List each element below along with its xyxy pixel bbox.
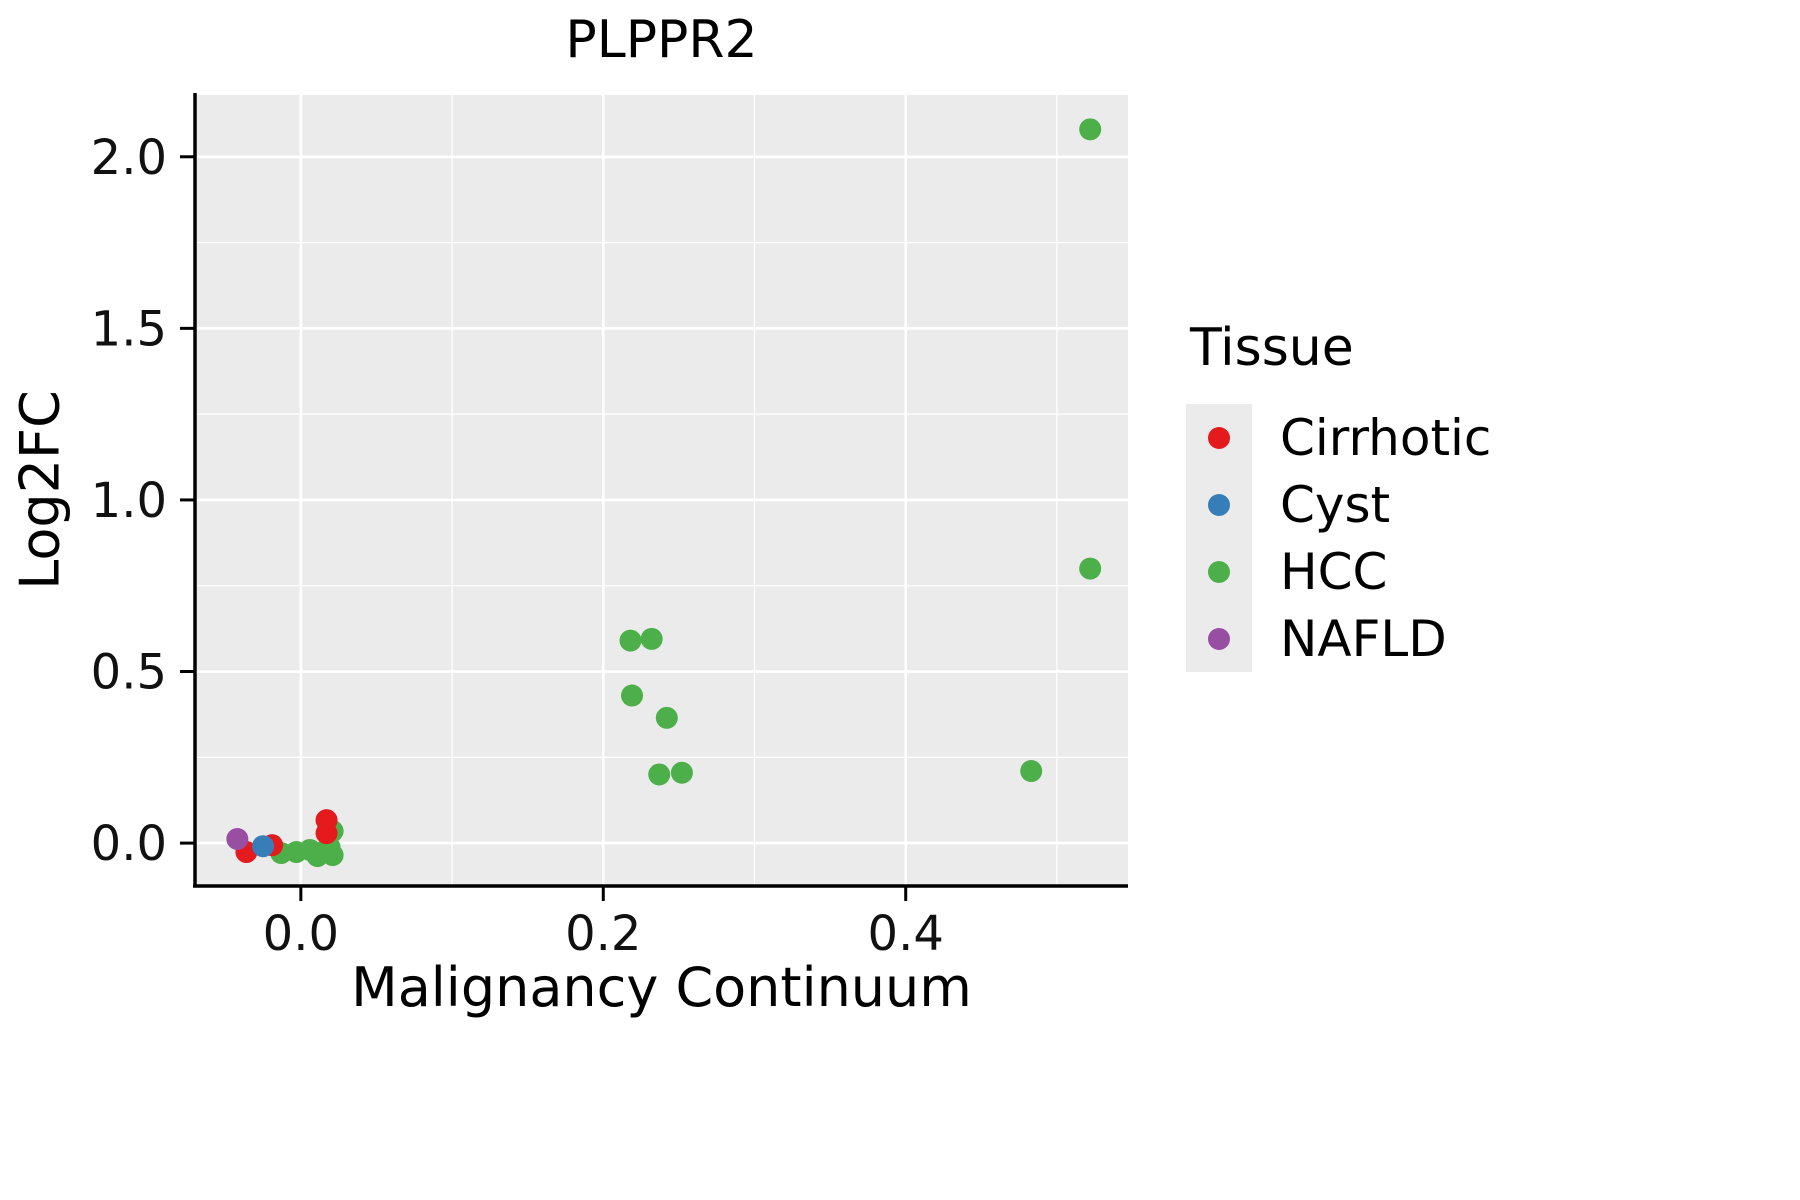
x-tick-label: 0.2 <box>565 906 641 962</box>
legend-dot-nafld-icon <box>1208 627 1230 650</box>
data-point-cirrhotic <box>315 822 338 845</box>
data-point-hcc <box>1020 760 1043 783</box>
data-point-hcc <box>1079 118 1102 141</box>
x-axis-label: Malignancy Continuum <box>351 956 972 1019</box>
data-point-hcc <box>670 761 693 784</box>
legend-item-cyst: Cyst <box>1186 471 1491 538</box>
chart-title: PLPPR2 <box>565 10 758 70</box>
y-axis-label: Log2FC <box>8 390 72 590</box>
legend-dot-cirrhotic-icon <box>1208 426 1230 449</box>
legend-item-nafld: NAFLD <box>1186 605 1491 672</box>
data-point-hcc <box>1079 557 1102 580</box>
y-tick-label: 0.0 <box>91 816 167 872</box>
data-point-hcc <box>619 629 642 652</box>
y-tick-label: 0.5 <box>91 645 167 701</box>
data-point-hcc <box>621 684 644 707</box>
legend-items: Cirrhotic Cyst HCC NAFLD <box>1186 404 1491 672</box>
legend-key <box>1186 538 1252 605</box>
y-tick-label: 1.0 <box>91 473 167 529</box>
legend-title: Tissue <box>1190 318 1354 378</box>
plot-panel <box>195 95 1128 886</box>
legend: Tissue Cirrhotic Cyst HCC <box>1186 318 1491 672</box>
data-point-hcc <box>648 763 671 786</box>
legend-key <box>1186 605 1252 672</box>
data-point-nafld <box>226 827 249 850</box>
legend-key <box>1186 404 1252 471</box>
data-point-hcc <box>321 844 344 867</box>
data-point-hcc <box>655 706 678 729</box>
y-tick-label: 1.5 <box>91 301 167 357</box>
legend-label-nafld: NAFLD <box>1280 609 1447 668</box>
x-tick-label: 0.0 <box>263 906 339 962</box>
legend-label-hcc: HCC <box>1280 542 1388 601</box>
legend-label-cyst: Cyst <box>1280 475 1391 534</box>
legend-key <box>1186 471 1252 538</box>
legend-item-cirrhotic: Cirrhotic <box>1186 404 1491 471</box>
legend-item-hcc: HCC <box>1186 538 1491 605</box>
legend-dot-cyst-icon <box>1208 493 1230 516</box>
data-point-hcc <box>640 627 663 650</box>
data-point-cyst <box>252 835 275 858</box>
y-tick-label: 2.0 <box>91 130 167 186</box>
legend-dot-hcc-icon <box>1208 560 1230 583</box>
legend-label-cirrhotic: Cirrhotic <box>1280 408 1492 467</box>
x-tick-label: 0.4 <box>868 906 944 962</box>
